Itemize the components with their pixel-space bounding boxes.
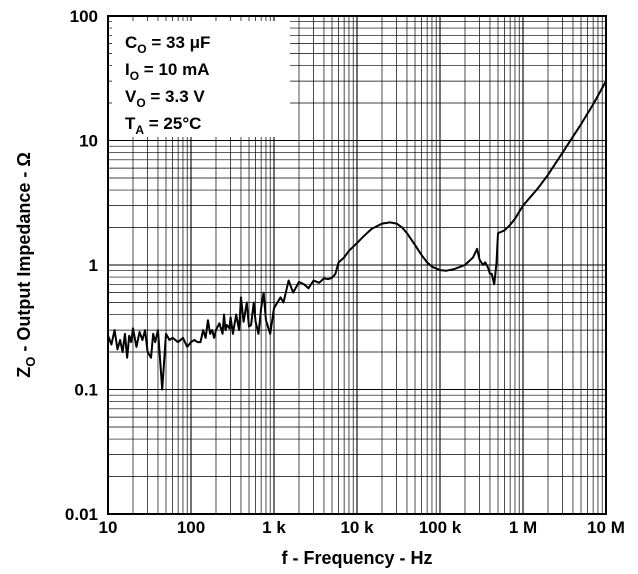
y-tick-label: 0.01 xyxy=(65,505,98,524)
condition-voltage: VO = 3.3 V xyxy=(125,87,205,110)
x-tick-label: 10 k xyxy=(340,518,374,537)
x-tick-label: 1 M xyxy=(509,518,537,537)
x-tick-label: 10 xyxy=(99,518,118,537)
x-axis-title: f - Frequency - Hz xyxy=(281,548,432,568)
impedance-series-line xyxy=(107,80,607,391)
y-tick-label: 10 xyxy=(79,132,98,151)
plot-frame xyxy=(107,15,607,515)
x-tick-label: 10 M xyxy=(587,518,625,537)
x-tick-label: 1 k xyxy=(262,518,286,537)
x-tick-label: 100 k xyxy=(419,518,462,537)
conditions-box-background xyxy=(112,21,290,137)
condition-current: IO = 10 mA xyxy=(125,60,209,83)
y-axis-title: ZO - Output Impedance - Ω xyxy=(14,152,38,378)
y-tick-label: 1 xyxy=(89,256,98,275)
x-axis-ticks: 10 100 1 k 10 k 100 k 1 M 10 M xyxy=(99,518,625,537)
condition-temperature: TA = 25°C xyxy=(125,114,201,137)
x-tick-label: 100 xyxy=(177,518,205,537)
y-axis-ticks: 100 10 1 0.1 0.01 xyxy=(65,7,98,524)
y-tick-label: 100 xyxy=(70,7,98,26)
conditions-box: CO = 33 μF IO = 10 mA VO = 3.3 V TA = 25… xyxy=(112,21,290,137)
impedance-curve-layer xyxy=(107,80,607,391)
condition-capacitance: CO = 33 μF xyxy=(125,33,210,56)
y-tick-label: 0.1 xyxy=(74,381,98,400)
